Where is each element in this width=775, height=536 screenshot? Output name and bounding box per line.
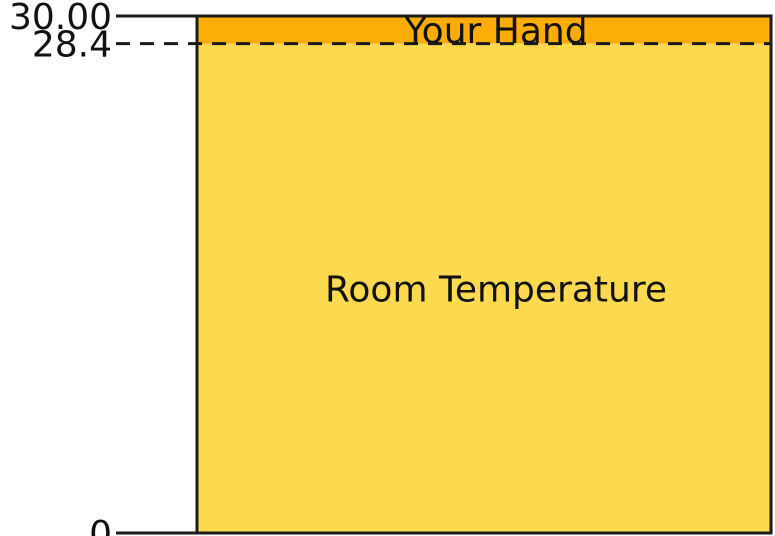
bar-segment-room-temperature (197, 43, 771, 533)
bar-segment-your-hand (197, 16, 771, 44)
axis-ticks: 0 28.430.00 (9, 0, 771, 536)
tick-label: 30.00 (9, 0, 112, 38)
bar-frame (195, 14, 773, 535)
segment-label: Room Temperature (325, 269, 667, 310)
tick-label: 28.4 (32, 25, 112, 66)
tick-label: 0 (89, 514, 112, 536)
